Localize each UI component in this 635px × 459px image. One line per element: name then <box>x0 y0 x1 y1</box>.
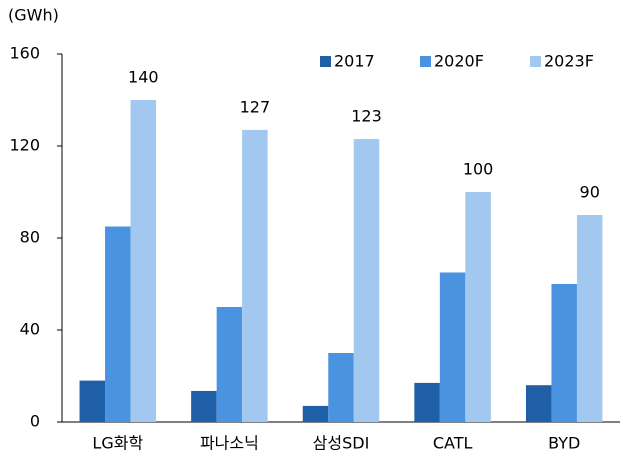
bar <box>576 215 603 422</box>
bar <box>302 405 329 422</box>
y-tick-label: 80 <box>20 228 40 247</box>
bar <box>191 390 217 422</box>
bar <box>414 382 440 422</box>
y-tick-label: 160 <box>9 44 40 63</box>
x-tick-label: LG화학 <box>92 434 143 453</box>
legend-swatch <box>420 56 431 67</box>
legend-swatch <box>530 56 541 67</box>
y-axis-label: (GWh) <box>8 6 59 25</box>
x-tick-label: BYD <box>548 434 580 453</box>
bar <box>242 129 268 422</box>
x-tick-label: 삼성SDI <box>313 434 370 453</box>
x-tick-label: 파나소닉 <box>200 434 259 453</box>
legend-swatch <box>320 56 331 67</box>
y-tick-label: 40 <box>20 320 40 339</box>
bar <box>353 139 380 422</box>
bar <box>465 192 491 422</box>
legend-label: 2023F <box>544 52 594 71</box>
data-label: 127 <box>240 97 271 116</box>
data-label: 90 <box>580 183 600 202</box>
bar <box>525 385 552 422</box>
bar <box>130 100 157 422</box>
legend-label: 2020F <box>434 52 484 71</box>
y-tick-label: 120 <box>9 136 40 155</box>
bar <box>79 380 106 422</box>
data-label: 100 <box>463 160 494 179</box>
bar <box>216 307 243 422</box>
y-tick-label: 0 <box>30 412 40 431</box>
bar <box>328 353 354 422</box>
bar <box>551 284 577 422</box>
bar <box>439 272 466 422</box>
bar <box>105 226 131 422</box>
data-label: 123 <box>351 107 382 126</box>
data-label: 140 <box>128 68 159 87</box>
x-tick-label: CATL <box>433 434 473 453</box>
legend-label: 2017 <box>334 52 375 71</box>
